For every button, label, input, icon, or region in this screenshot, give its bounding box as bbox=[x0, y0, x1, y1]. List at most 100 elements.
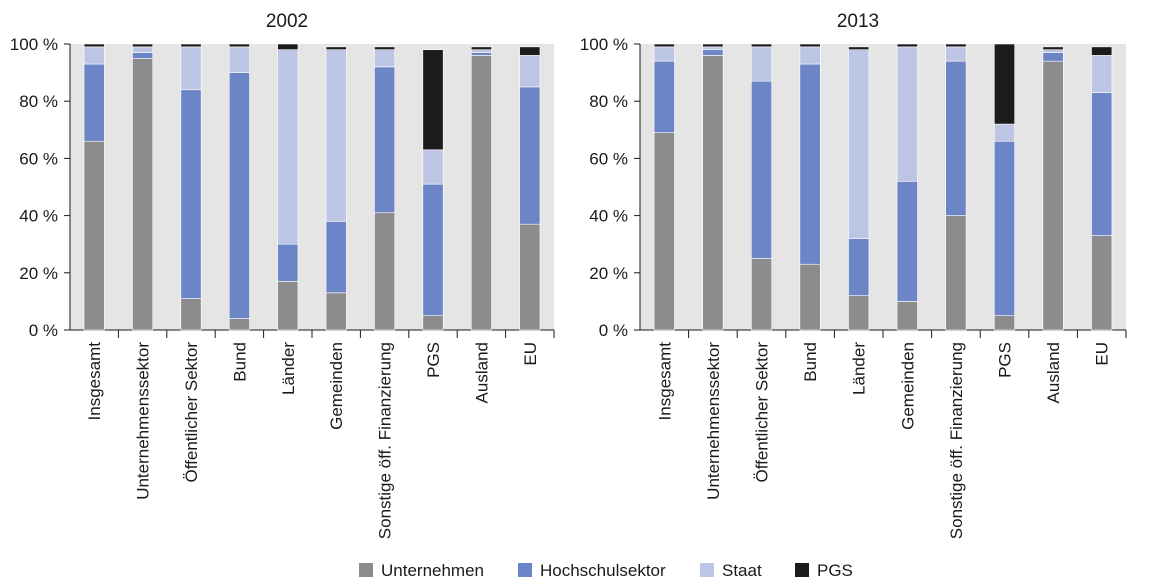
bar-segment-hochschulsektor bbox=[519, 86, 541, 225]
bar-segment-staat bbox=[1042, 49, 1064, 53]
bar-segment-hochschulsektor bbox=[848, 238, 870, 296]
bar-segment-pgs bbox=[993, 43, 1016, 125]
bar-segment-hochschulsektor bbox=[653, 60, 675, 133]
y-tick-label: 0 % bbox=[599, 321, 628, 340]
y-tick-label: 100 % bbox=[580, 35, 628, 54]
bar-segment-hochschulsektor bbox=[799, 63, 821, 265]
bar-segment-hochschulsektor bbox=[702, 49, 724, 56]
bar-segment-staat bbox=[896, 46, 918, 182]
category-label: Sonstige öff. Finanzierung bbox=[376, 342, 395, 539]
category-label: Ausland bbox=[472, 342, 491, 403]
bar-segment-pgs bbox=[945, 43, 967, 48]
bar-segment-unternehmen bbox=[945, 215, 967, 331]
bar-segment-unternehmen bbox=[180, 298, 202, 331]
bar-segment-staat bbox=[180, 46, 202, 91]
bar-segment-pgs bbox=[750, 43, 773, 48]
bar-segment-pgs bbox=[180, 43, 202, 48]
category-label: Bund bbox=[230, 342, 249, 382]
bar-segment-hochschulsektor bbox=[180, 89, 202, 299]
bar-segment-unternehmen bbox=[325, 292, 347, 331]
bar-segment-pgs bbox=[653, 43, 675, 48]
y-tick-label: 40 % bbox=[19, 207, 58, 226]
bar-segment-unternehmen bbox=[519, 223, 541, 331]
legend-swatch bbox=[359, 563, 373, 577]
bar-segment-pgs bbox=[277, 43, 299, 51]
bar-segment-pgs bbox=[422, 49, 444, 151]
bar-segment-staat bbox=[83, 46, 105, 65]
bar-segment-staat bbox=[277, 49, 299, 245]
category-label: Sonstige öff. Finanzierung bbox=[947, 342, 966, 539]
category-label: Gemeinden bbox=[327, 342, 346, 430]
bar-segment-staat bbox=[519, 55, 541, 88]
bar-segment-hochschulsektor bbox=[132, 52, 154, 59]
bar-segment-hochschulsektor bbox=[1042, 52, 1064, 62]
legend-swatch bbox=[795, 563, 809, 577]
bar-segment-staat bbox=[1091, 55, 1113, 93]
bar-segment-unternehmen bbox=[374, 212, 396, 331]
chart-title: 2013 bbox=[837, 11, 879, 32]
category-label: Gemeinden bbox=[898, 342, 917, 430]
category-label: Unternehmenssektor bbox=[134, 342, 153, 500]
bar-segment-unternehmen bbox=[83, 140, 105, 331]
chart-title: 2002 bbox=[266, 11, 308, 32]
category-label: PGS bbox=[424, 342, 443, 378]
y-tick-label: 20 % bbox=[589, 264, 628, 283]
bar-segment-staat bbox=[374, 49, 396, 68]
category-label: EU bbox=[521, 342, 540, 366]
bar-segment-hochschulsektor bbox=[993, 140, 1016, 317]
bar-segment-unternehmen bbox=[750, 258, 773, 331]
y-tick-label: 40 % bbox=[589, 207, 628, 226]
bar-segment-staat bbox=[470, 49, 492, 53]
bar-segment-unternehmen bbox=[277, 281, 299, 331]
bar-segment-unternehmen bbox=[993, 315, 1016, 331]
bar-segment-staat bbox=[848, 49, 870, 239]
bar-segment-unternehmen bbox=[848, 295, 870, 331]
y-tick-label: 60 % bbox=[19, 149, 58, 168]
bar-segment-hochschulsektor bbox=[470, 52, 492, 56]
bar-segment-hochschulsektor bbox=[277, 243, 299, 282]
bar-segment-pgs bbox=[228, 43, 250, 48]
legend-label: Hochschulsektor bbox=[540, 561, 666, 580]
category-label: Ausland bbox=[1044, 342, 1063, 403]
y-tick-label: 80 % bbox=[19, 92, 58, 111]
bar-segment-unternehmen bbox=[422, 315, 444, 331]
bar-segment-hochschulsektor bbox=[374, 66, 396, 214]
bar-segment-pgs bbox=[1042, 46, 1064, 51]
bar-segment-pgs bbox=[848, 46, 870, 51]
bar-segment-hochschulsektor bbox=[896, 180, 918, 302]
category-label: PGS bbox=[996, 342, 1015, 378]
bar-segment-pgs bbox=[702, 43, 724, 48]
bar-segment-staat bbox=[653, 46, 675, 62]
category-label: Bund bbox=[801, 342, 820, 382]
bar-segment-hochschulsektor bbox=[750, 80, 773, 259]
bar-segment-unternehmen bbox=[653, 132, 675, 331]
legend-label: Unternehmen bbox=[381, 561, 484, 580]
bar-segment-unternehmen bbox=[1091, 235, 1113, 331]
bar-segment-hochschulsektor bbox=[1091, 92, 1113, 236]
category-label: Insgesamt bbox=[655, 342, 674, 421]
bar-segment-hochschulsektor bbox=[228, 72, 250, 319]
bar-segment-hochschulsektor bbox=[83, 63, 105, 142]
bar-segment-pgs bbox=[1091, 46, 1113, 56]
bar-segment-staat bbox=[325, 49, 347, 222]
bar-segment-staat bbox=[799, 46, 821, 65]
y-tick-label: 80 % bbox=[589, 92, 628, 111]
legend-swatch bbox=[700, 563, 714, 577]
bar-segment-pgs bbox=[896, 43, 918, 48]
bar-segment-unternehmen bbox=[132, 57, 154, 331]
bar-segment-staat bbox=[993, 123, 1016, 142]
category-label: Öffentlicher Sektor bbox=[182, 342, 201, 483]
bar-segment-pgs bbox=[799, 43, 821, 48]
legend-label: PGS bbox=[817, 561, 853, 580]
bar-segment-unternehmen bbox=[470, 55, 492, 331]
bar-segment-hochschulsektor bbox=[325, 221, 347, 294]
legend: Unternehmen Hochschulsektor Staat PGS bbox=[359, 561, 853, 580]
bar-segment-unternehmen bbox=[228, 318, 250, 331]
bar-segment-staat bbox=[132, 46, 154, 53]
bar-segment-pgs bbox=[470, 46, 492, 51]
bar-segment-unternehmen bbox=[1042, 60, 1064, 331]
bar-segment-pgs bbox=[519, 46, 541, 56]
bar-segment-hochschulsektor bbox=[945, 60, 967, 216]
bar-segment-unternehmen bbox=[702, 55, 724, 331]
